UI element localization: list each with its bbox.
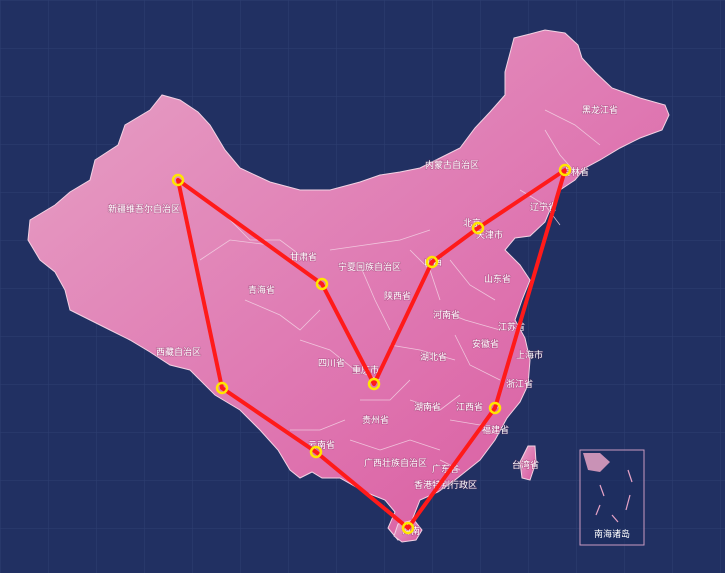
inset-label: 南海诸岛 [594, 528, 630, 540]
inset-islands [595, 469, 633, 523]
province-label-jiangxi: 江西省 [456, 401, 483, 413]
province-label-hunan: 湖南省 [414, 401, 441, 413]
south-china-sea-inset: 南海诸岛 [579, 449, 645, 546]
route-marker-xizang [215, 381, 229, 395]
province-label-shanghai: 上海市 [516, 349, 543, 361]
route-markers [171, 163, 572, 535]
province-label-heilongjiang: 黑龙江省 [582, 104, 618, 116]
route-marker-beijing [471, 221, 485, 235]
province-label-xinjiang: 新疆维吾尔自治区 [108, 203, 180, 215]
province-label-sichuan: 四川省 [318, 357, 345, 369]
route-marker-chongqing [367, 377, 381, 391]
province-label-henan: 河南省 [433, 309, 460, 321]
taiwan-island [519, 445, 537, 481]
province-label-hubei: 湖北省 [420, 351, 447, 363]
province-label-tianjin: 天津市 [476, 229, 503, 241]
route-marker-hainan [401, 521, 415, 535]
province-label-liaoning: 辽宁省 [530, 201, 557, 213]
province-label-shandong: 山东省 [484, 273, 511, 285]
province-label-gansu: 甘肃省 [290, 251, 317, 263]
province-label-shaanxi: 陕西省 [384, 290, 411, 302]
province-label-taiwan: 台湾省 [512, 459, 539, 471]
province-label-ningxia: 宁夏回族自治区 [338, 261, 401, 273]
province-borders [199, 109, 601, 471]
province-label-neimenggu: 内蒙古自治区 [425, 159, 479, 171]
route-marker-yunnan [309, 445, 323, 459]
province-label-guizhou: 贵州省 [362, 414, 389, 426]
china-landmass [27, 29, 670, 541]
province-label-xizang: 西藏自治区 [156, 346, 201, 358]
route-marker-jilin [558, 163, 572, 177]
province-label-guangxi: 广西壮族自治区 [364, 457, 427, 469]
route-marker-xinjiang [171, 173, 185, 187]
inset-coast [583, 453, 610, 472]
route-marker-gansu [315, 277, 329, 291]
route-marker-fujian [488, 401, 502, 415]
province-label-fujian: 福建省 [482, 424, 509, 436]
province-label-beijing: 北京 [463, 217, 481, 229]
province-label-qinghai: 青海省 [248, 284, 275, 296]
province-label-zhejiang: 浙江省 [506, 378, 533, 390]
province-label-anhui: 安徽省 [472, 338, 499, 350]
province-label-hongkong: 香港特别行政区 [414, 479, 477, 491]
route-marker-hebei [425, 255, 439, 269]
